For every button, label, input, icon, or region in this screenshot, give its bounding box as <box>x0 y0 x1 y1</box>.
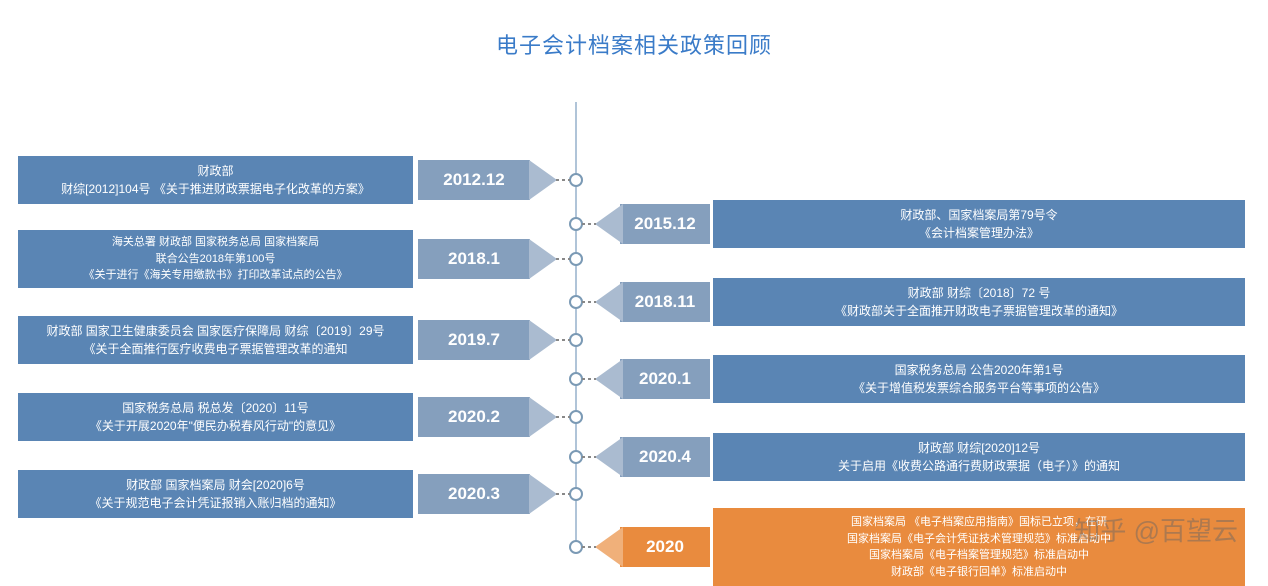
policy-line: 财政部 财综〔2018〕72 号 <box>723 284 1235 302</box>
policy-line: 财政部 财综[2020]12号 <box>723 439 1235 457</box>
connector-line <box>556 179 570 181</box>
date-label: 2020 <box>620 527 710 567</box>
timeline-dot <box>569 217 583 231</box>
connector-line <box>556 258 570 260</box>
date-label: 2018.1 <box>418 239 530 279</box>
connector-line <box>582 223 596 225</box>
policy-card: 财政部 财综〔2018〕72 号《财政部关于全面推开财政电子票据管理改革的通知》 <box>713 278 1245 326</box>
timeline-dot <box>569 487 583 501</box>
arrow-icon <box>595 282 623 322</box>
date-label: 2018.11 <box>620 282 710 322</box>
date-label: 2015.12 <box>620 204 710 244</box>
timeline: 财政部财综[2012]104号 《关于推进财政票据电子化改革的方案》2012.1… <box>0 78 1268 568</box>
policy-line: 财政部 国家卫生健康委员会 国家医疗保障局 财综〔2019〕29号 <box>28 322 403 340</box>
connector-line <box>556 416 570 418</box>
timeline-dot <box>569 252 583 266</box>
arrow-icon <box>529 397 557 437</box>
arrow-icon <box>595 204 623 244</box>
date-label: 2020.4 <box>620 437 710 477</box>
policy-line: 财综[2012]104号 《关于推进财政票据电子化改革的方案》 <box>28 180 403 198</box>
arrow-icon <box>529 160 557 200</box>
timeline-dot <box>569 295 583 309</box>
date-label: 2020.2 <box>418 397 530 437</box>
arrow-icon <box>595 359 623 399</box>
center-line <box>575 102 577 547</box>
arrow-icon <box>595 527 623 567</box>
policy-line: 《关于增值税发票综合服务平台等事项的公告》 <box>723 379 1235 397</box>
policy-card: 国家档案局 《电子档案应用指南》国标已立项，在研国家档案局《电子会计凭证技术管理… <box>713 508 1245 586</box>
policy-card: 财政部 国家卫生健康委员会 国家医疗保障局 财综〔2019〕29号《关于全面推行… <box>18 316 413 364</box>
date-label: 2020.3 <box>418 474 530 514</box>
policy-card: 国家税务总局 税总发〔2020〕11号《关于开展2020年"便民办税春风行动"的… <box>18 393 413 441</box>
policy-line: 《关于全面推行医疗收费电子票据管理改革的通知 <box>28 340 403 358</box>
policy-line: 国家档案局 《电子档案应用指南》国标已立项，在研 <box>723 514 1235 531</box>
policy-line: 财政部 <box>28 162 403 180</box>
policy-line: 国家档案局《电子档案管理规范》标准启动中 <box>723 547 1235 564</box>
date-label: 2020.1 <box>620 359 710 399</box>
timeline-dot <box>569 173 583 187</box>
policy-line: 《关于开展2020年"便民办税春风行动"的意见》 <box>28 417 403 435</box>
policy-line: 海关总署 财政部 国家税务总局 国家档案局 <box>28 234 403 251</box>
timeline-dot <box>569 372 583 386</box>
timeline-dot <box>569 450 583 464</box>
connector-line <box>582 301 596 303</box>
policy-line: 财政部《电子银行回单》标准启动中 <box>723 564 1235 581</box>
policy-line: 联合公告2018年第100号 <box>28 251 403 268</box>
connector-line <box>582 546 596 548</box>
policy-line: 《关于进行《海关专用缴款书》打印改革试点的公告》 <box>28 267 403 284</box>
timeline-dot <box>569 540 583 554</box>
policy-line: 关于启用《收费公路通行费财政票据（电子）》的通知 <box>723 457 1235 475</box>
arrow-icon <box>529 320 557 360</box>
policy-card: 财政部、国家档案局第79号令《会计档案管理办法》 <box>713 200 1245 248</box>
policy-line: 《会计档案管理办法》 <box>723 224 1235 242</box>
timeline-dot <box>569 410 583 424</box>
policy-card: 财政部 国家档案局 财会[2020]6号《关于规范电子会计凭证报销入账归档的通知… <box>18 470 413 518</box>
timeline-dot <box>569 333 583 347</box>
connector-line <box>556 339 570 341</box>
connector-line <box>582 456 596 458</box>
policy-card: 财政部 财综[2020]12号关于启用《收费公路通行费财政票据（电子）》的通知 <box>713 433 1245 481</box>
policy-card: 财政部财综[2012]104号 《关于推进财政票据电子化改革的方案》 <box>18 156 413 204</box>
policy-line: 国家税务总局 公告2020年第1号 <box>723 361 1235 379</box>
connector-line <box>582 378 596 380</box>
connector-line <box>556 493 570 495</box>
policy-line: 财政部、国家档案局第79号令 <box>723 206 1235 224</box>
policy-line: 《关于规范电子会计凭证报销入账归档的通知》 <box>28 494 403 512</box>
policy-line: 《财政部关于全面推开财政电子票据管理改革的通知》 <box>723 302 1235 320</box>
policy-card: 国家税务总局 公告2020年第1号《关于增值税发票综合服务平台等事项的公告》 <box>713 355 1245 403</box>
date-label: 2012.12 <box>418 160 530 200</box>
policy-card: 海关总署 财政部 国家税务总局 国家档案局联合公告2018年第100号《关于进行… <box>18 230 413 288</box>
arrow-icon <box>529 239 557 279</box>
page-title: 电子会计档案相关政策回顾 <box>0 0 1268 60</box>
arrow-icon <box>595 437 623 477</box>
policy-line: 国家税务总局 税总发〔2020〕11号 <box>28 399 403 417</box>
arrow-icon <box>529 474 557 514</box>
date-label: 2019.7 <box>418 320 530 360</box>
policy-line: 财政部 国家档案局 财会[2020]6号 <box>28 476 403 494</box>
policy-line: 国家档案局《电子会计凭证技术管理规范》标准启动中 <box>723 531 1235 548</box>
